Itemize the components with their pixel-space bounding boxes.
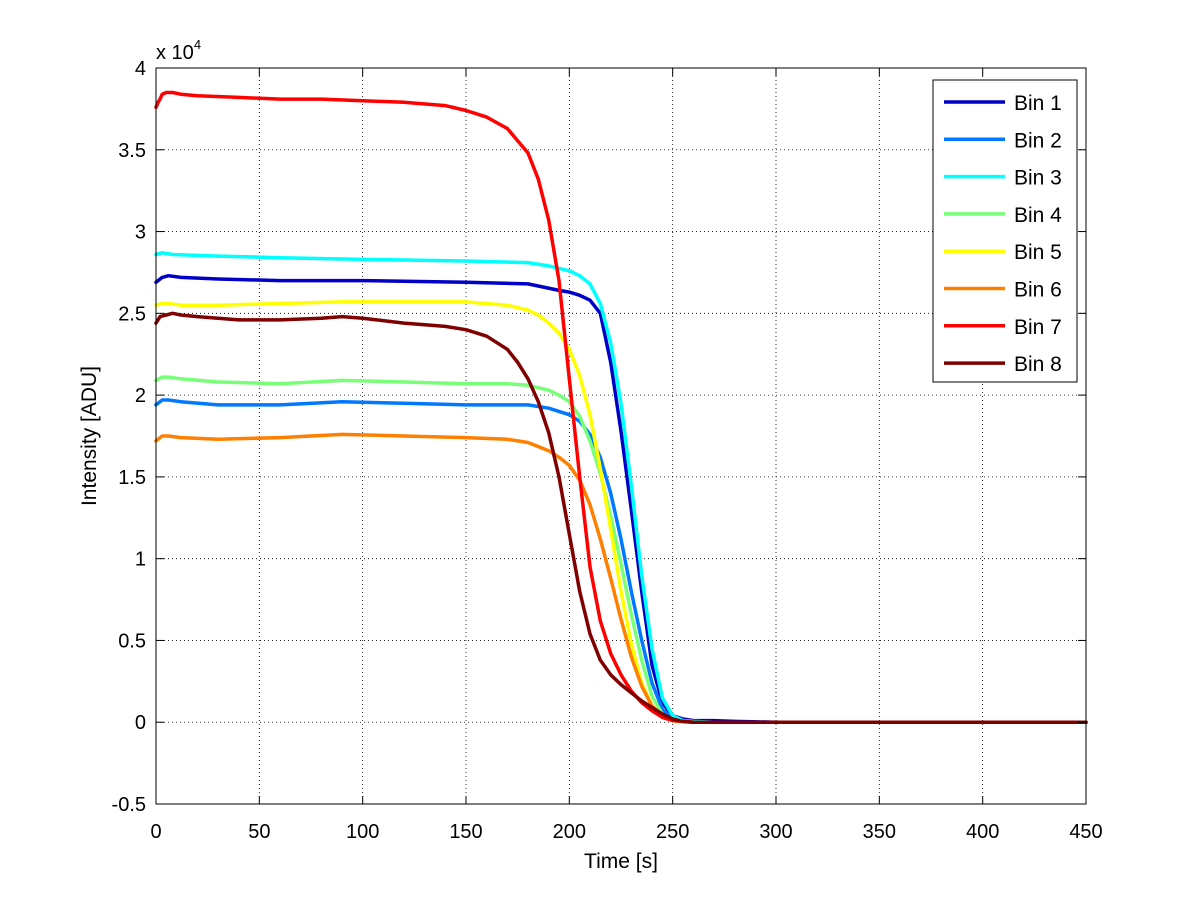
legend-label-bin-5: Bin 5: [1014, 241, 1062, 264]
legend-label-bin-7: Bin 7: [1014, 316, 1062, 339]
y-tick-label: 0: [135, 712, 146, 734]
x-tick-label: 400: [966, 821, 999, 843]
y-tick-label: 2: [135, 385, 146, 407]
y-tick-label: -0.5: [112, 794, 146, 816]
x-tick-labels: 0 50 100 150 200 250 300 350 400 450: [150, 821, 1102, 843]
y-axis-title: Intensity [ADU]: [78, 366, 101, 506]
y-exponent-label: x 104: [156, 37, 201, 64]
legend-box: [932, 79, 1078, 383]
x-tick-label: 0: [150, 821, 161, 843]
plot-frame: [155, 67, 1087, 805]
x-tick-label: 250: [656, 821, 689, 843]
x-tick-label: 150: [449, 821, 482, 843]
x-tick-label: 450: [1069, 821, 1102, 843]
x-tick-label: 50: [248, 821, 270, 843]
legend-label-bin-6: Bin 6: [1014, 279, 1062, 302]
legend-label-bin-3: Bin 3: [1014, 167, 1062, 190]
y-tick-label: 3: [135, 222, 146, 244]
y-tick-label: 0.5: [118, 630, 146, 652]
y-tick-labels: -0.5 0 0.5 1 1.5 2 2.5 3 3.5 4: [112, 58, 146, 816]
x-tick-label: 350: [863, 821, 896, 843]
legend-label-bin-1: Bin 1: [1014, 92, 1062, 115]
x-tick-label: 100: [346, 821, 379, 843]
legend-label-bin-2: Bin 2: [1014, 129, 1062, 152]
y-exponent-power: 4: [194, 37, 201, 52]
y-tick-label: 2.5: [118, 303, 146, 325]
y-tick-label: 1.5: [118, 467, 146, 489]
legend-label-bin-4: Bin 4: [1014, 204, 1062, 227]
series-lines: [154, 90, 1088, 724]
y-tick-label: 4: [135, 58, 146, 80]
series-line-bin-8: [154, 311, 1088, 724]
x-tick-label: 200: [553, 821, 586, 843]
x-axis-title: Time [s]: [584, 850, 658, 873]
x-tick-label: 300: [759, 821, 792, 843]
y-tick-label: 3.5: [118, 140, 146, 162]
y-exponent-base: x 10: [156, 42, 194, 64]
legend: Bin 1 Bin 2 Bin 3 Bin 4 Bin 5 Bin 6 Bin 7 Bin 8: [932, 79, 1078, 383]
y-tick-label: 1: [135, 549, 146, 571]
legend-label-bin-8: Bin 8: [1014, 353, 1062, 376]
